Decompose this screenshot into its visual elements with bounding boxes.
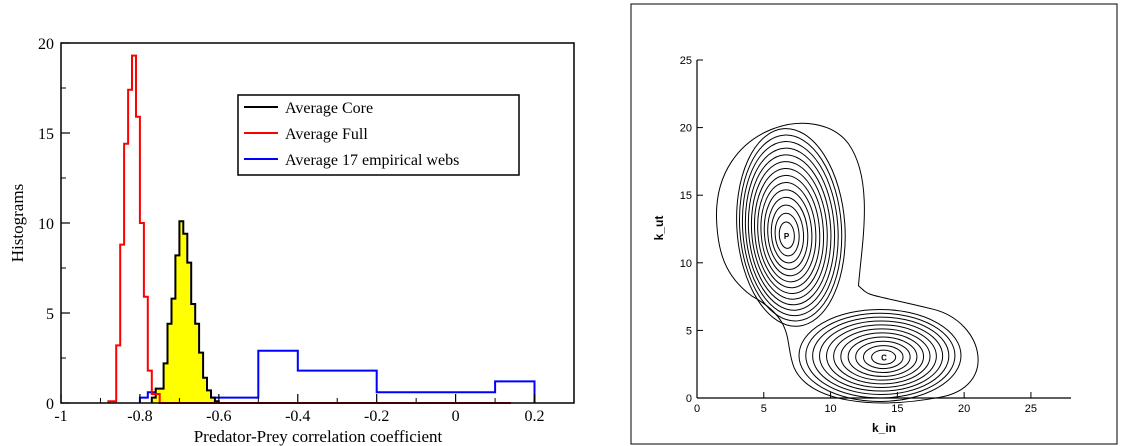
contour-peak-label: P [784, 232, 790, 241]
contour-peak-label: C [881, 353, 887, 362]
histogram-x-tick-label: 0.2 [525, 408, 545, 425]
contour-line-outer [715, 122, 979, 404]
contour-line-p [750, 161, 828, 300]
histogram-y-ticks: 0 5 10 15 20 [38, 36, 70, 413]
contour-x-ticks: 0 5 10 15 20 25 [694, 392, 1037, 415]
histogram-panel: -1 -0.8 -0.6 -0.4 -0.2 0 0.2 0 5 10 15 20 Predator… [8, 36, 575, 446]
contour-y-tick-label: 15 [680, 190, 692, 202]
contour-line-p [760, 182, 817, 283]
contour-x-tick-label: 0 [694, 403, 700, 415]
contour-line-p [763, 189, 813, 277]
contour-x-axis-label: k_in [872, 421, 896, 435]
contour-line-p [770, 204, 805, 264]
contour-line-c [855, 340, 911, 374]
histogram-x-ticks: -1 -0.8 -0.6 -0.4 -0.2 0 0.2 [54, 394, 575, 425]
contour-y-tick-label: 20 [680, 123, 692, 135]
contour-line-p [774, 212, 800, 257]
histogram-y-tick-label: 0 [46, 396, 54, 413]
contour-line-p [738, 134, 843, 322]
contour-line-c [812, 316, 950, 396]
histogram-x-axis-label: Predator-Prey correlation coefficient [194, 427, 443, 446]
histogram-legend: Average Core Average Full Average 17 emp… [237, 94, 520, 176]
contour-lines [715, 122, 979, 404]
histogram-y-axis-label: Histograms [8, 184, 27, 262]
histogram-x-tick-label: -0.8 [127, 408, 152, 425]
contour-line-p [744, 147, 836, 311]
contour-line-p [754, 167, 825, 295]
contour-line-p [767, 196, 809, 270]
contour-y-ticks: 0 5 10 15 20 25 [680, 55, 703, 405]
histogram-series-layer [107, 54, 536, 404]
contour-line-c [871, 349, 897, 365]
contour-y-tick-label: 25 [680, 55, 692, 67]
contour-y-tick-label: 10 [680, 258, 692, 270]
contour-line-c [833, 328, 931, 385]
contour-line-c [819, 320, 944, 392]
histogram-x-tick-label: -0.4 [285, 408, 310, 425]
contour-panel-border [630, 3, 1118, 445]
contour-line-c [847, 336, 918, 377]
histogram-x-tick-label: -0.2 [364, 408, 389, 425]
histogram-series-full [107, 54, 511, 404]
contour-y-tick-label: 0 [686, 393, 692, 405]
histogram-series-core [150, 220, 227, 404]
histogram-y-tick-label: 10 [38, 216, 54, 233]
contour-x-tick-label: 25 [1025, 403, 1037, 415]
contour-x-tick-label: 15 [891, 403, 903, 415]
contour-y-tick-label: 5 [686, 325, 692, 337]
contour-line-c [826, 324, 937, 388]
legend-label-core: Average Core [285, 100, 373, 117]
contour-line-c [862, 345, 904, 370]
contour-line-p [747, 154, 832, 306]
histogram-x-tick-label: -0.6 [206, 408, 231, 425]
contour-line-p [736, 128, 846, 327]
contour-line-c [798, 308, 962, 402]
contour-peak-labels: PC [784, 232, 887, 363]
histogram-y-tick-label: 20 [38, 36, 54, 53]
contour-line-p [757, 174, 821, 289]
histogram-y-tick-label: 15 [38, 126, 54, 143]
contour-x-tick-label: 10 [824, 403, 836, 415]
histogram-x-tick-label: -1 [54, 408, 67, 425]
histogram-x-tick-label: 0 [452, 408, 460, 425]
contour-line-p [741, 141, 839, 317]
contour-line-p [778, 221, 795, 249]
contour-y-axis-label: k_ut [652, 216, 666, 241]
legend-box [237, 94, 520, 176]
contour-x-tick-label: 20 [958, 403, 970, 415]
contour-line-c [840, 332, 925, 381]
contour-x-tick-label: 5 [761, 403, 767, 415]
legend-label-full: Average Full [285, 126, 368, 143]
legend-label-empirical: Average 17 empirical webs [285, 152, 459, 169]
histogram-y-tick-label: 5 [46, 306, 54, 323]
